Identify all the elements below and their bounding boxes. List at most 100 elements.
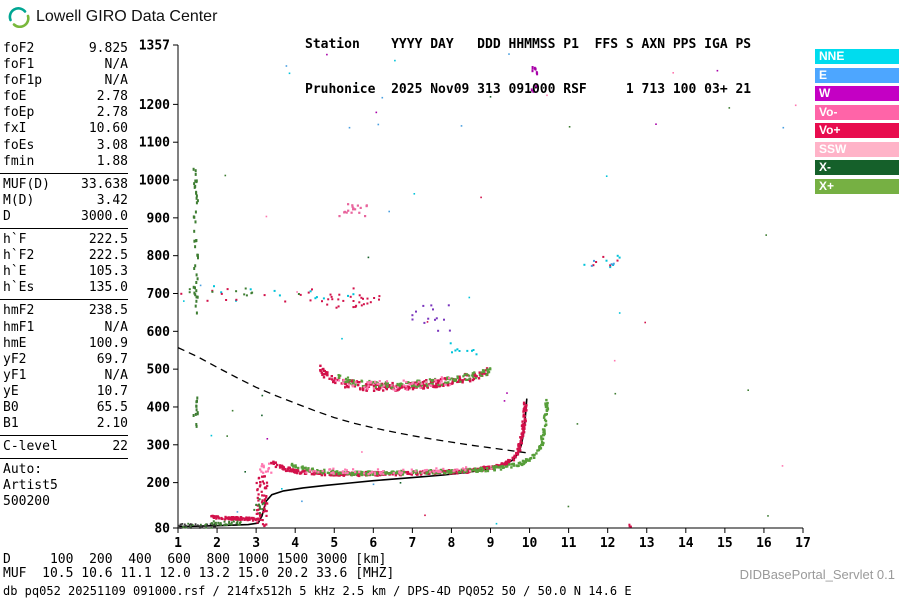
scatter-es-top-pink — [259, 462, 273, 474]
param-label: D — [3, 208, 11, 224]
x-tick-label: 10 — [522, 536, 538, 551]
y-tick-label: 900 — [147, 211, 171, 226]
param-row: foF1 N/A — [3, 57, 128, 73]
param-label: foEs — [3, 137, 35, 153]
y-tick-label: 800 — [147, 249, 171, 264]
param-value: 135.0 — [88, 280, 128, 296]
param-row: hmE 100.9 — [3, 336, 128, 352]
scatter-e-trace-x — [212, 520, 242, 526]
param-label: hmF1 — [3, 319, 35, 335]
giro-logo-icon — [8, 7, 30, 28]
x-tick-label: 9 — [487, 536, 495, 551]
x-tick-label: 4 — [291, 536, 299, 551]
legend-item-vo: Vo- — [815, 104, 899, 120]
x-tick-label: 11 — [561, 536, 577, 551]
param-row: hmF2 238.5 — [3, 303, 128, 319]
muf-row: MUF 10.5 10.6 11.1 12.0 13.2 15.0 20.2 3… — [3, 566, 395, 581]
param-row: foE 2.78 — [3, 89, 128, 105]
true-height-profile — [178, 398, 528, 528]
param-label: yE — [3, 383, 19, 399]
legend-item-vo: Vo+ — [815, 123, 899, 138]
scatter-f-trace-pink — [305, 466, 493, 476]
param-label: foF1p — [3, 73, 43, 89]
param-row: B1 2.10 — [3, 416, 128, 432]
param-label: MUF(D) — [3, 176, 50, 192]
param-label: hmE — [3, 335, 27, 351]
scatter-f2-second-order-o — [319, 364, 490, 392]
param-label: M(D) — [3, 192, 35, 208]
param-row: yF1 N/A — [3, 368, 128, 384]
param-label: h`Es — [3, 280, 35, 296]
x-tick-label: 15 — [717, 536, 733, 551]
scatter-noise-700-cyan — [213, 285, 355, 302]
x-tick-label: 1 — [174, 536, 182, 551]
y-tick-label: 1200 — [139, 98, 170, 113]
logo[interactable]: Lowell GIRO Data Center — [8, 6, 217, 28]
param-row: fxI 10.60 — [3, 121, 128, 137]
x-tick-label: 13 — [639, 536, 655, 551]
legend-item-w: W — [815, 86, 899, 101]
logo-text: Lowell GIRO Data Center — [36, 8, 218, 25]
param-label: B0 — [3, 399, 19, 415]
header-block: Station YYYY DAY DDD HHMMSS P1 FFS S AXN… — [305, 7, 751, 112]
x-tick-label: 16 — [756, 536, 772, 551]
param-row: h`F 222.5 — [3, 232, 128, 248]
scatter-violet-640 — [411, 304, 451, 332]
record-info: db pq052 20251109 091000.rsf / 214fx512h… — [3, 584, 632, 598]
param-label: B1 — [3, 416, 19, 432]
scatter-fmin-noise-green — [182, 522, 214, 529]
param-label: yF2 — [3, 351, 27, 367]
auto-line: Auto: — [3, 462, 43, 478]
param-value: 9.825 — [88, 41, 128, 56]
param-value: 3.42 — [96, 192, 128, 208]
param-value: 10.7 — [96, 383, 128, 399]
param-value: 2.78 — [96, 105, 128, 121]
param-row: D 3000.0 — [3, 209, 128, 225]
x-tick-label: 7 — [408, 536, 416, 551]
param-row: M(D) 3.42 — [3, 193, 128, 209]
scatter-f-trace-x — [290, 398, 550, 477]
scatter-left-green-column-low — [192, 396, 199, 428]
param-value: 105.3 — [88, 264, 128, 280]
y-tick-label: 400 — [147, 400, 171, 415]
scatter-e-trace-o — [210, 514, 260, 522]
auto-line: 500200 — [3, 494, 50, 510]
param-row: foEs 3.08 — [3, 138, 128, 154]
separator — [0, 299, 128, 301]
y-tick-label: 1100 — [139, 136, 170, 151]
param-row: MUF(D) 33.638 — [3, 177, 128, 193]
param-row: h`Es 135.0 — [3, 280, 128, 296]
param-row: h`E 105.3 — [3, 264, 128, 280]
param-label: foE — [3, 89, 27, 105]
param-value: 222.5 — [88, 232, 128, 248]
param-label: h`E — [3, 264, 27, 280]
scatter-background-noise — [183, 53, 797, 525]
y-tick-label: 80 — [154, 522, 170, 537]
legend-item-ssw: SSW — [815, 141, 899, 157]
trace-legend: NNE E W Vo- Vo+ SSW X- X+ — [815, 49, 899, 197]
separator — [0, 458, 128, 460]
auto-line: Artist5 — [3, 478, 58, 494]
y-tick-label: 500 — [147, 363, 171, 378]
param-value: 3000.0 — [81, 208, 128, 224]
legend-item-nne: NNE — [815, 49, 899, 64]
param-label: foF1 — [3, 57, 35, 73]
param-value: N/A — [104, 367, 128, 383]
scatter-specks-780-red — [592, 255, 619, 267]
y-tick-label: 600 — [147, 325, 171, 340]
param-row: foF2 9.825 — [3, 41, 128, 57]
y-tick-label: 300 — [147, 438, 171, 453]
scatter-cyan-550 — [449, 342, 478, 356]
scatter-magenta-top-column — [530, 66, 539, 93]
param-row: foF1p N/A — [3, 73, 128, 89]
x-tick-label: 6 — [369, 536, 377, 551]
x-tick-label: 2 — [213, 536, 221, 551]
x-tick-label: 5 — [330, 536, 338, 551]
param-row: foEp 2.78 — [3, 105, 128, 121]
param-value: 33.638 — [81, 176, 128, 192]
separator — [0, 172, 128, 174]
scatter-specks-780-cyan — [583, 254, 621, 269]
scatter-f3-wisp — [321, 293, 381, 309]
param-value: 10.60 — [88, 121, 128, 137]
y-tick-label: 1000 — [139, 174, 170, 189]
